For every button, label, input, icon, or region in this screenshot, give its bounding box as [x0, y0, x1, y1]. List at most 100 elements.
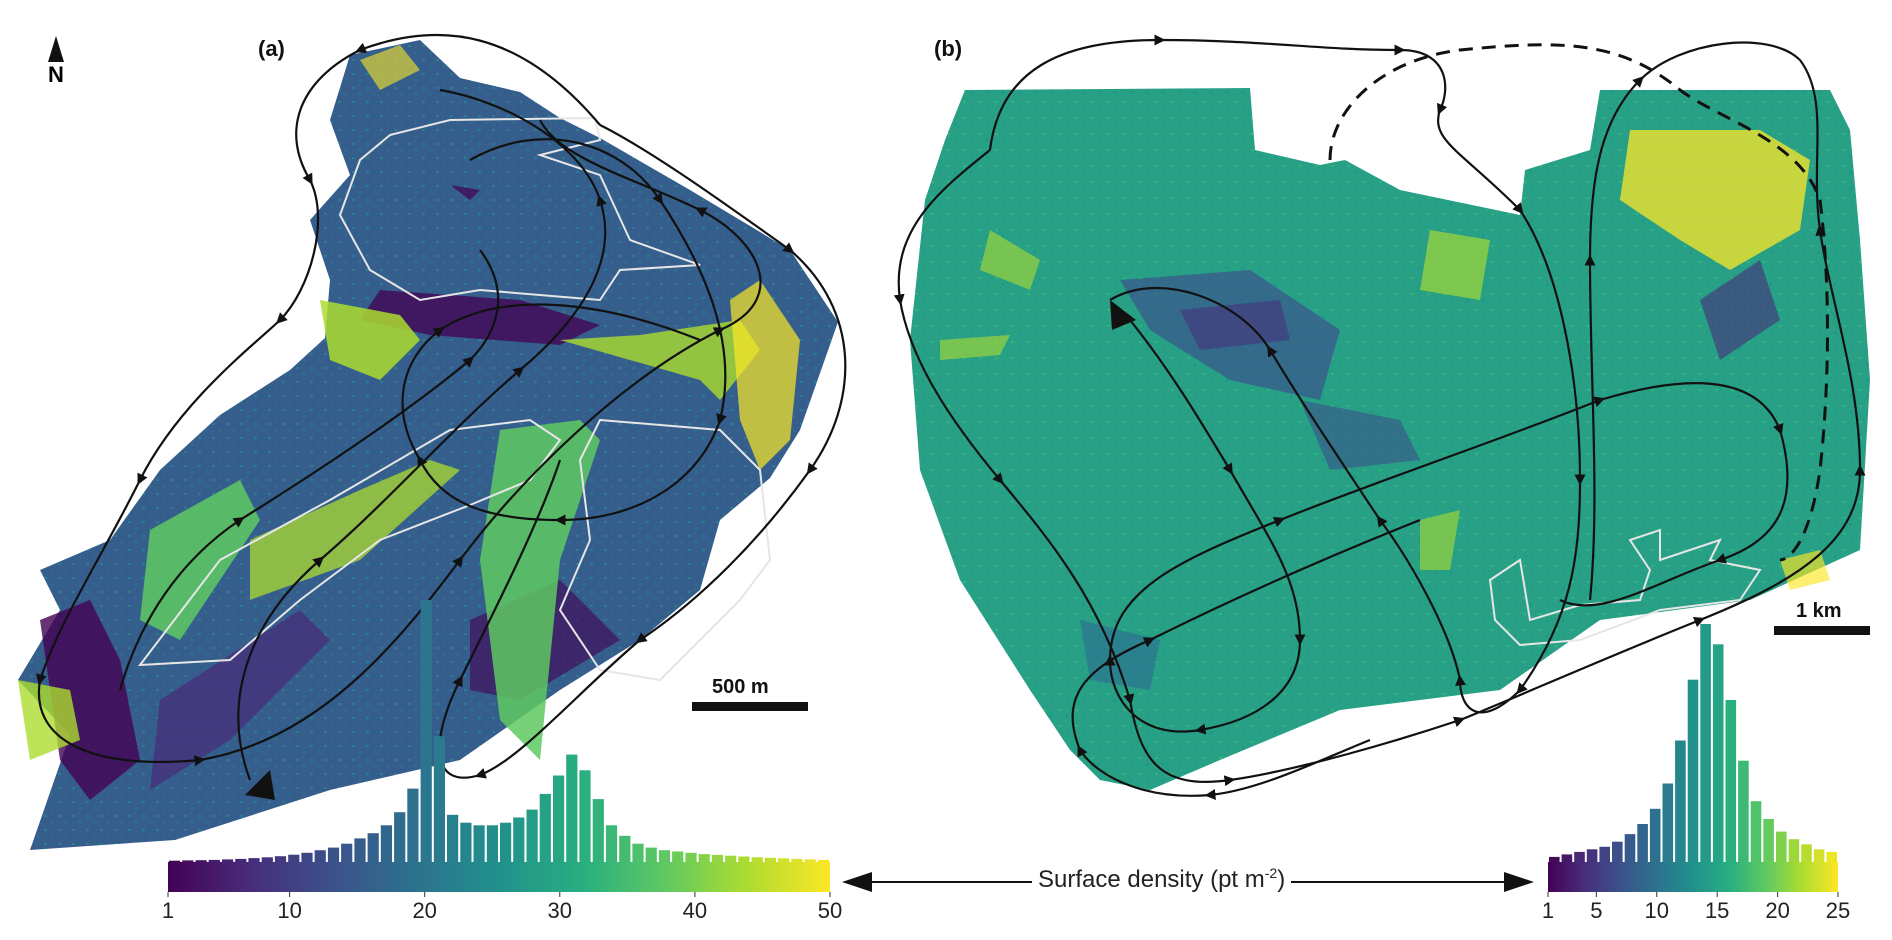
histogram-bar — [592, 799, 604, 862]
start-arrow-icon — [1110, 300, 1136, 330]
histogram-bar — [1763, 819, 1774, 862]
histogram-bar — [222, 859, 234, 862]
histogram-bar — [1624, 834, 1636, 862]
colorbar-a-ramp — [168, 862, 830, 892]
histogram-bar — [685, 852, 697, 862]
histogram-bar — [288, 854, 300, 862]
high-density-patch — [1420, 230, 1490, 300]
histogram-bar — [500, 822, 512, 862]
histogram-bar — [1612, 841, 1623, 862]
histogram-bar — [1586, 849, 1598, 862]
colorbar-a-ticks — [167, 892, 831, 897]
histogram-bar — [566, 754, 578, 862]
histogram-bar — [738, 856, 750, 862]
histogram-bar — [473, 825, 485, 862]
histogram-bar — [1776, 831, 1787, 862]
colorbar-tick-label: 10 — [1644, 898, 1669, 923]
histogram-bar — [817, 859, 829, 862]
histogram-bar — [208, 859, 220, 862]
histogram-bar — [301, 852, 313, 862]
histogram-bar — [791, 858, 803, 862]
histogram-bar — [513, 817, 525, 862]
colorbar-tick-label: 15 — [1704, 898, 1730, 923]
panel-label-a: (a) — [258, 36, 285, 61]
histogram-bar — [248, 858, 260, 862]
histogram-bar — [725, 855, 737, 862]
histogram-bar — [526, 809, 538, 862]
histogram-bar — [1561, 854, 1573, 862]
colorbar-tick-label: 1 — [161, 898, 175, 923]
histogram-bar — [645, 847, 657, 862]
histogram-bar — [341, 843, 353, 862]
histogram-bar — [1788, 839, 1800, 862]
density-exponent: -2 — [1264, 865, 1278, 881]
map-panel-a — [18, 33, 847, 850]
histogram-bar — [672, 851, 684, 862]
histogram-bar — [1826, 851, 1837, 862]
colorbar-tick-label: 5 — [1590, 898, 1603, 923]
histogram-bar — [619, 835, 631, 862]
histogram-bar — [314, 850, 326, 862]
histogram-bar — [1549, 856, 1560, 862]
histogram-bar — [354, 838, 366, 862]
histogram-bar — [658, 850, 671, 862]
scale-bar-a-label: 500 m — [712, 676, 769, 698]
histogram-bar — [1813, 849, 1825, 862]
colorbar-tick-label: 25 — [1825, 898, 1851, 923]
colorbar-tick-label: 20 — [1765, 898, 1790, 923]
histogram-bar — [1801, 844, 1812, 862]
colorbar-tick-label: 30 — [547, 898, 573, 923]
histogram-bar — [182, 860, 194, 862]
north-label: N — [48, 62, 64, 87]
histogram-bar — [486, 825, 498, 862]
histogram-bar — [1700, 624, 1711, 862]
histogram-bar — [420, 600, 432, 862]
start-arrow-icon — [245, 770, 275, 800]
colorbar-a — [167, 600, 831, 897]
panel-label-b: (b) — [934, 36, 963, 61]
colorbar-b-ramp — [1548, 862, 1838, 892]
scale-bar-a — [692, 702, 808, 711]
histogram-bar — [169, 860, 181, 862]
colorbar-tick-label: 1 — [1541, 898, 1555, 923]
histogram-bar — [394, 812, 406, 862]
histogram-bar — [380, 825, 392, 862]
histogram-bar — [327, 847, 340, 862]
histogram-bar — [1599, 846, 1610, 862]
histogram-bar — [447, 814, 459, 862]
histogram-bar — [764, 857, 776, 862]
histogram-bar — [751, 857, 763, 862]
histogram-bar — [261, 857, 273, 862]
colorbar-tick-label: 40 — [682, 898, 708, 923]
north-arrow-icon — [48, 36, 64, 62]
histogram-bar — [698, 854, 710, 862]
flight-track-b — [893, 34, 1866, 800]
histogram-b — [1549, 624, 1837, 862]
colorbar-b-ticks — [1547, 892, 1839, 897]
scale-bar-b-label: 1 km — [1796, 600, 1842, 622]
map-panel-b — [893, 34, 1870, 800]
histogram-bar — [407, 788, 419, 862]
histogram-bar — [605, 825, 618, 862]
histogram-bar — [367, 833, 379, 862]
colorbar-tick-label: 10 — [277, 898, 302, 923]
histogram-bar — [1687, 679, 1699, 862]
histogram-bar — [1750, 801, 1762, 862]
colorbar-b — [1547, 624, 1839, 897]
histogram-bar — [1662, 783, 1674, 862]
scale-bar-b — [1774, 626, 1870, 635]
histogram-a — [169, 600, 829, 862]
histogram-bar — [1649, 808, 1661, 862]
histogram-bar — [539, 793, 551, 862]
histogram-bar — [1738, 760, 1749, 862]
histogram-bar — [460, 822, 472, 862]
histogram-bar — [632, 843, 644, 862]
histogram-bar — [553, 775, 565, 862]
histogram-bar — [778, 858, 790, 862]
histogram-bar — [1712, 644, 1724, 862]
histogram-bar — [1637, 824, 1648, 862]
histogram-bar — [1574, 851, 1585, 862]
histogram-bar — [804, 859, 816, 862]
colorbar-tick-label: 50 — [817, 898, 843, 923]
